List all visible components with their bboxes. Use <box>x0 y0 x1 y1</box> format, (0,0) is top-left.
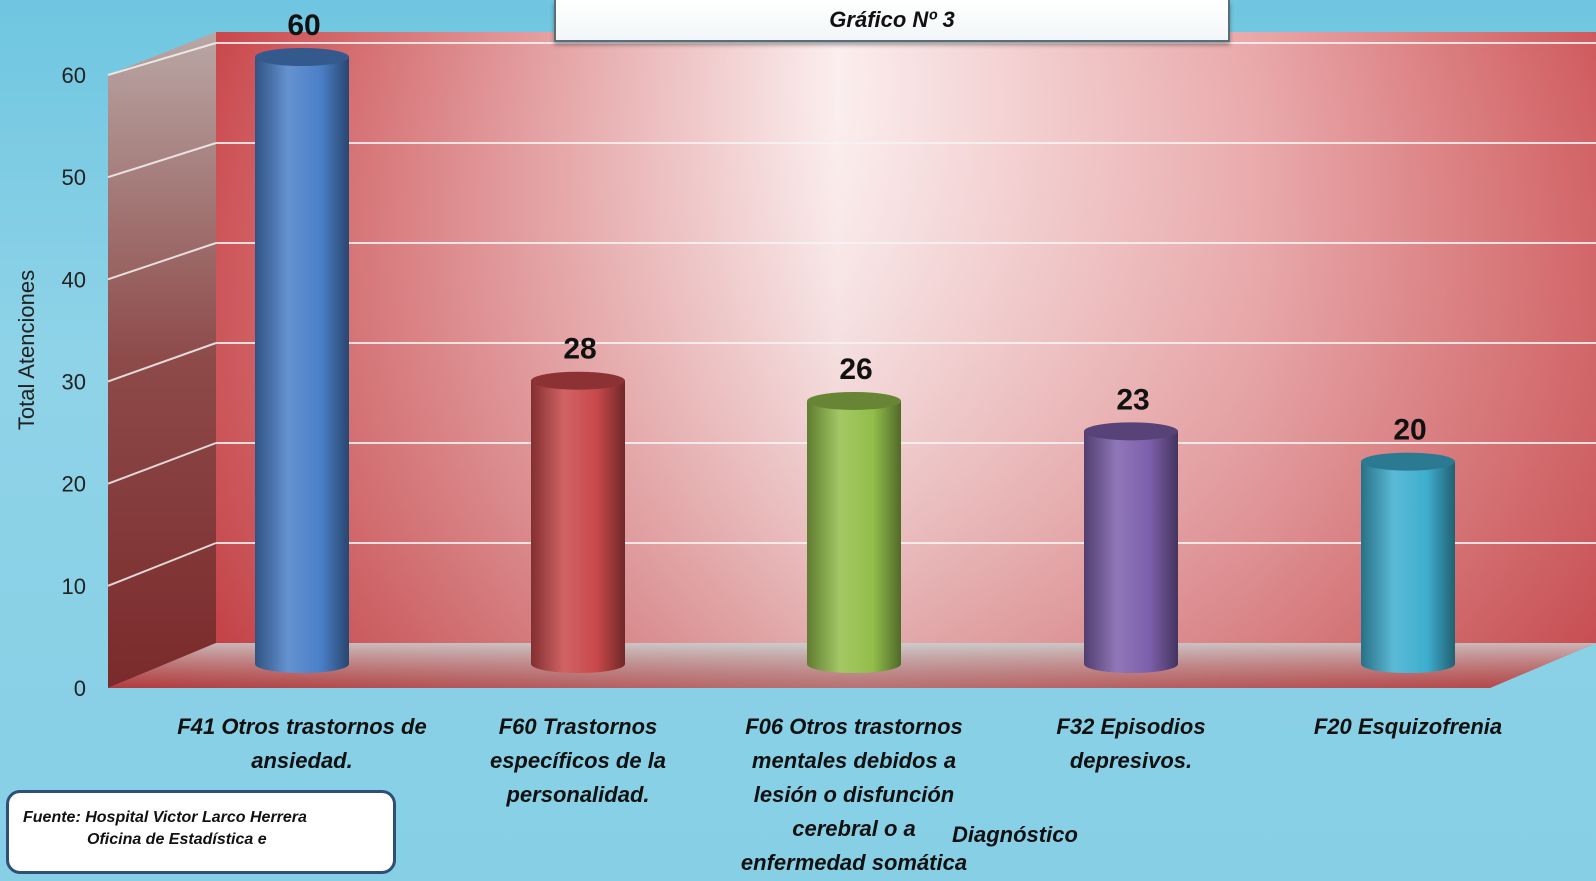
bar <box>807 391 901 673</box>
bar-top <box>1084 422 1178 441</box>
side-gridline <box>107 542 217 587</box>
bar-body <box>807 400 901 673</box>
y-axis-label: Total Atenciones <box>14 270 39 430</box>
side-gridline <box>107 242 217 281</box>
x-axis-label: Diagnóstico <box>952 822 1078 847</box>
bar <box>255 48 349 673</box>
chart-walls <box>108 32 1596 688</box>
gridlines <box>107 42 1596 587</box>
data-label: 20 <box>1393 414 1426 447</box>
y-tick-label: 20 <box>62 472 86 497</box>
bar-top <box>1361 452 1455 471</box>
chart-title: Gráfico Nº 3 <box>554 0 1230 42</box>
x-tick-label: F60 Trastornos específicos de la persona… <box>489 714 667 807</box>
data-label: 23 <box>1116 383 1149 416</box>
y-tick-label: 40 <box>62 267 86 292</box>
y-tick-label: 0 <box>74 676 86 701</box>
x-tick-label: F41 Otros trastornos de ansiedad. <box>177 714 427 773</box>
bar-top <box>255 48 349 66</box>
side-gridline <box>107 142 217 179</box>
y-axis-ticks: 0 10 20 30 40 50 60 <box>62 63 86 701</box>
bar-body <box>1361 461 1455 673</box>
data-label: 28 <box>563 333 596 366</box>
x-tick-label: F32 Episodios depresivos. <box>1056 714 1206 773</box>
bar-body <box>255 57 349 673</box>
bar <box>1361 452 1455 673</box>
bar-body <box>531 380 625 673</box>
bar <box>1084 422 1178 673</box>
data-label: 26 <box>839 353 872 386</box>
source-box: Fuente: Hospital Victor Larco Herrera Of… <box>6 790 396 874</box>
bar-body <box>1084 431 1178 673</box>
side-gridline <box>107 42 217 76</box>
bar-top <box>531 371 625 390</box>
data-labels: 60 28 26 23 20 <box>287 9 1426 447</box>
source-line-2: Oficina de Estadística e <box>87 831 267 848</box>
data-label: 60 <box>287 9 320 42</box>
side-gridline <box>107 442 217 485</box>
bar <box>531 371 625 673</box>
side-wall <box>108 32 216 688</box>
bar-top <box>807 391 901 410</box>
x-tick-label: F06 Otros trastornos mentales debidos a … <box>740 714 968 875</box>
y-tick-label: 60 <box>62 63 86 88</box>
y-tick-label: 50 <box>62 165 86 190</box>
source-line-1: Fuente: Hospital Victor Larco Herrera <box>23 809 307 826</box>
y-tick-label: 10 <box>62 574 86 599</box>
y-tick-label: 30 <box>62 370 86 395</box>
x-tick-label: F20 Esquizofrenia <box>1313 714 1503 739</box>
bars <box>255 48 1455 673</box>
side-gridline <box>107 342 217 383</box>
